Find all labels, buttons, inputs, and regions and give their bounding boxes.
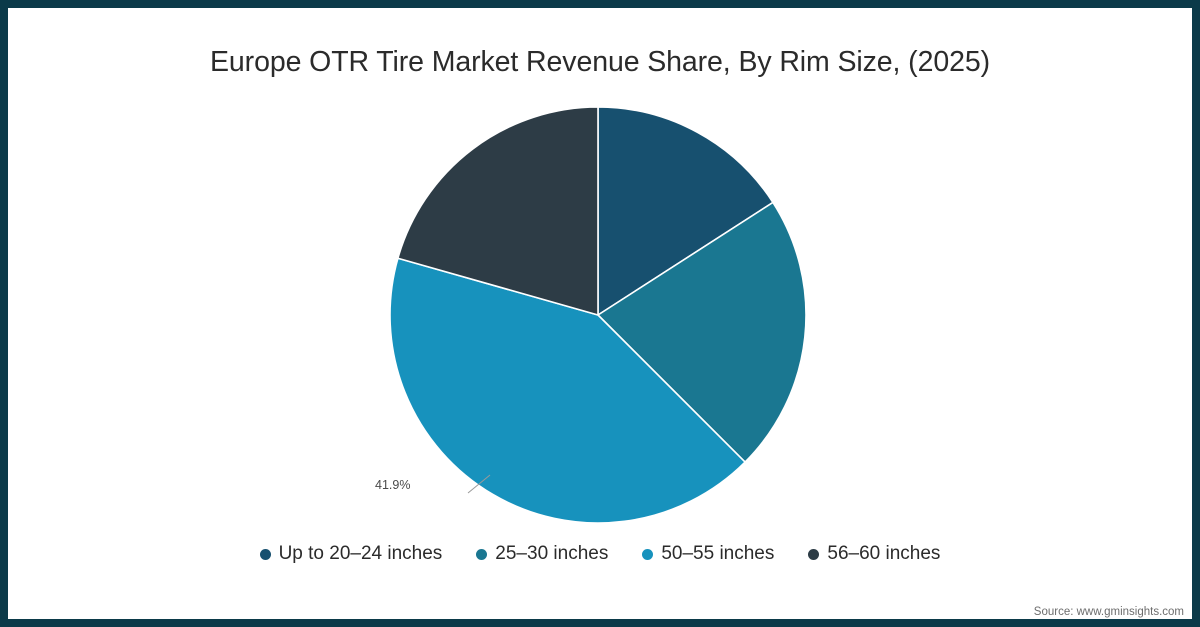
legend-swatch-icon xyxy=(642,548,654,560)
pie-slice[interactable] xyxy=(597,106,775,317)
legend-swatch-icon xyxy=(476,548,488,560)
pie-chart-svg xyxy=(389,106,807,524)
legend-item-50-55-inches[interactable]: 50–55 inches xyxy=(642,543,774,565)
source-note: Source: www.gminsights.com xyxy=(1033,606,1184,618)
legend-swatch-icon xyxy=(259,548,271,560)
page-title: Europe OTR Tire Market Revenue Share, By… xyxy=(210,46,990,78)
chart-legend: Up to 20–24 inches 25–30 inches 50–55 in… xyxy=(0,543,1200,565)
legend-item-up-to-20-24-inches[interactable]: Up to 20–24 inches xyxy=(259,543,443,565)
pie-slice[interactable] xyxy=(389,257,747,524)
pie-slice[interactable] xyxy=(596,201,807,464)
pie-slice-group xyxy=(389,106,807,524)
pie-slice[interactable] xyxy=(396,106,599,317)
pie-data-label-50-55: 41.9% xyxy=(375,478,411,492)
leader-line-50-55 xyxy=(467,474,491,494)
legend-item-label: 25–30 inches xyxy=(495,543,609,564)
legend-item-label: 50–55 inches xyxy=(661,543,775,564)
legend-item-25-30-inches[interactable]: 25–30 inches xyxy=(476,543,608,565)
leader-line-group xyxy=(467,474,491,494)
legend-swatch-icon xyxy=(808,548,820,560)
legend-item-label: Up to 20–24 inches xyxy=(278,543,443,564)
legend-item-label: 56–60 inches xyxy=(827,543,941,564)
legend-item-56-60-inches[interactable]: 56–60 inches xyxy=(808,543,940,565)
